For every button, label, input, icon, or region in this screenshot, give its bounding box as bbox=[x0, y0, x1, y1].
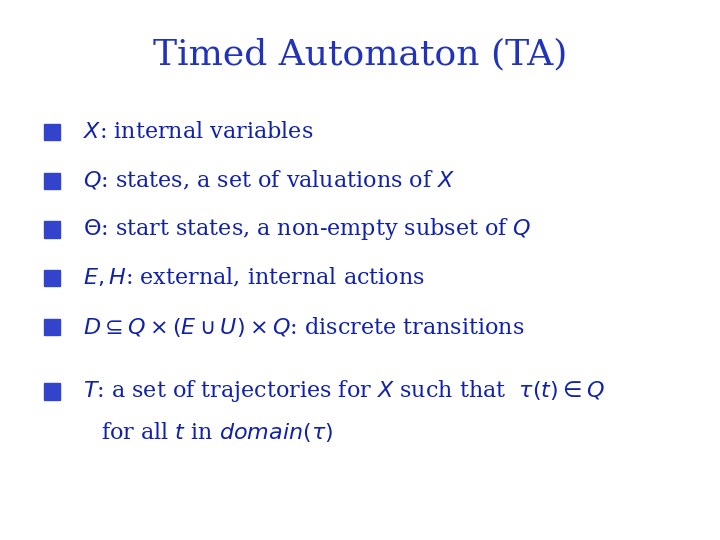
FancyBboxPatch shape bbox=[44, 383, 60, 400]
Text: $\mathit{\Theta}$: start states, a non-empty subset of $\mathit{Q}$: $\mathit{\Theta}$: start states, a non-e… bbox=[83, 217, 531, 242]
Text: $\mathit{X}$: internal variables: $\mathit{X}$: internal variables bbox=[83, 122, 313, 143]
Text: $\mathit{D} \subseteq \mathit{Q} \times (\mathit{E} \cup \mathit{U}) \times \mat: $\mathit{D} \subseteq \mathit{Q} \times … bbox=[83, 315, 524, 339]
FancyBboxPatch shape bbox=[44, 270, 60, 286]
Text: for all $\mathit{t}$ in $\mathit{domain}(\tau)$: for all $\mathit{t}$ in $\mathit{domain}… bbox=[101, 420, 333, 444]
Text: $\mathit{T}$: a set of trajectories for $\mathit{X}$ such that  $\tau(t) \in \ma: $\mathit{T}$: a set of trajectories for … bbox=[83, 379, 605, 404]
FancyBboxPatch shape bbox=[44, 221, 60, 238]
Text: Timed Automaton (TA): Timed Automaton (TA) bbox=[153, 38, 567, 72]
FancyBboxPatch shape bbox=[44, 319, 60, 335]
FancyBboxPatch shape bbox=[44, 173, 60, 189]
Text: $\mathit{E, H}$: external, internal actions: $\mathit{E, H}$: external, internal acti… bbox=[83, 267, 425, 289]
FancyBboxPatch shape bbox=[44, 124, 60, 140]
Text: $\mathit{Q}$: states, a set of valuations of $\mathit{X}$: $\mathit{Q}$: states, a set of valuation… bbox=[83, 170, 455, 192]
